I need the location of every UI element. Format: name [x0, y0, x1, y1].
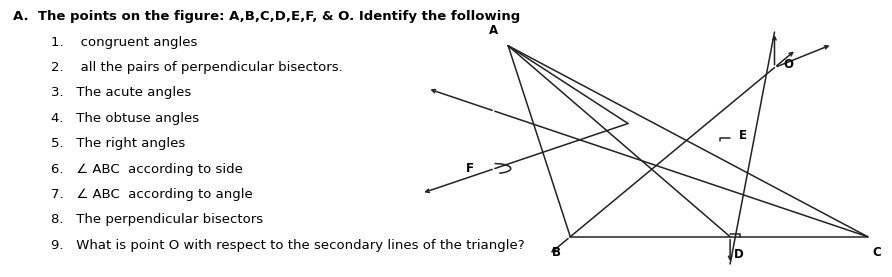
Text: 3.   The acute angles: 3. The acute angles	[51, 86, 191, 99]
Text: A.  The points on the figure: A,B,C,D,E,F, & O. Identify the following: A. The points on the figure: A,B,C,D,E,F…	[12, 10, 520, 23]
Text: B: B	[551, 246, 560, 259]
Text: A: A	[490, 24, 499, 37]
Text: E: E	[739, 129, 747, 142]
Text: 4.   The obtuse angles: 4. The obtuse angles	[51, 112, 199, 125]
Text: F: F	[466, 162, 474, 175]
Text: 9.   What is point O with respect to the secondary lines of the triangle?: 9. What is point O with respect to the s…	[51, 238, 524, 252]
Text: 6.   ∠ ABC  according to side: 6. ∠ ABC according to side	[51, 163, 243, 176]
Text: O: O	[784, 58, 794, 71]
Text: 5.   The right angles: 5. The right angles	[51, 137, 186, 150]
Text: D: D	[734, 248, 744, 261]
Text: 1.    congruent angles: 1. congruent angles	[51, 36, 197, 49]
Text: 8.   The perpendicular bisectors: 8. The perpendicular bisectors	[51, 213, 263, 226]
Text: C: C	[872, 246, 881, 259]
Text: 2.    all the pairs of perpendicular bisectors.: 2. all the pairs of perpendicular bisect…	[51, 61, 343, 74]
Text: 7.   ∠ ABC  according to angle: 7. ∠ ABC according to angle	[51, 188, 252, 201]
